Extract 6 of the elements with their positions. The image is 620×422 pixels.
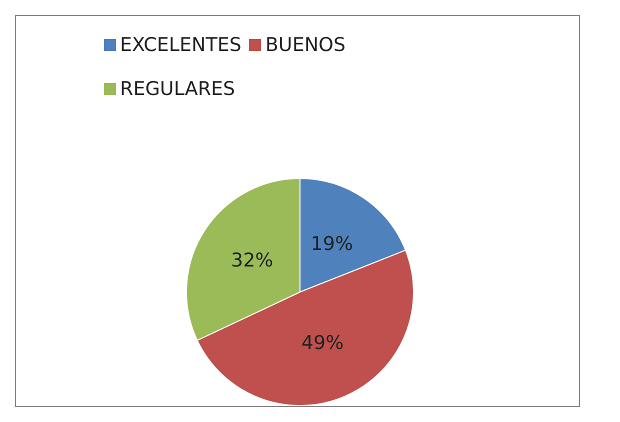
data-label: 32% [230,250,274,272]
legend-label: EXCELENTES [120,34,242,56]
data-label: 19% [310,233,354,255]
legend-label: BUENOS [265,34,346,56]
legend-label: REGULARES [120,78,236,100]
data-label: 49% [301,332,344,354]
